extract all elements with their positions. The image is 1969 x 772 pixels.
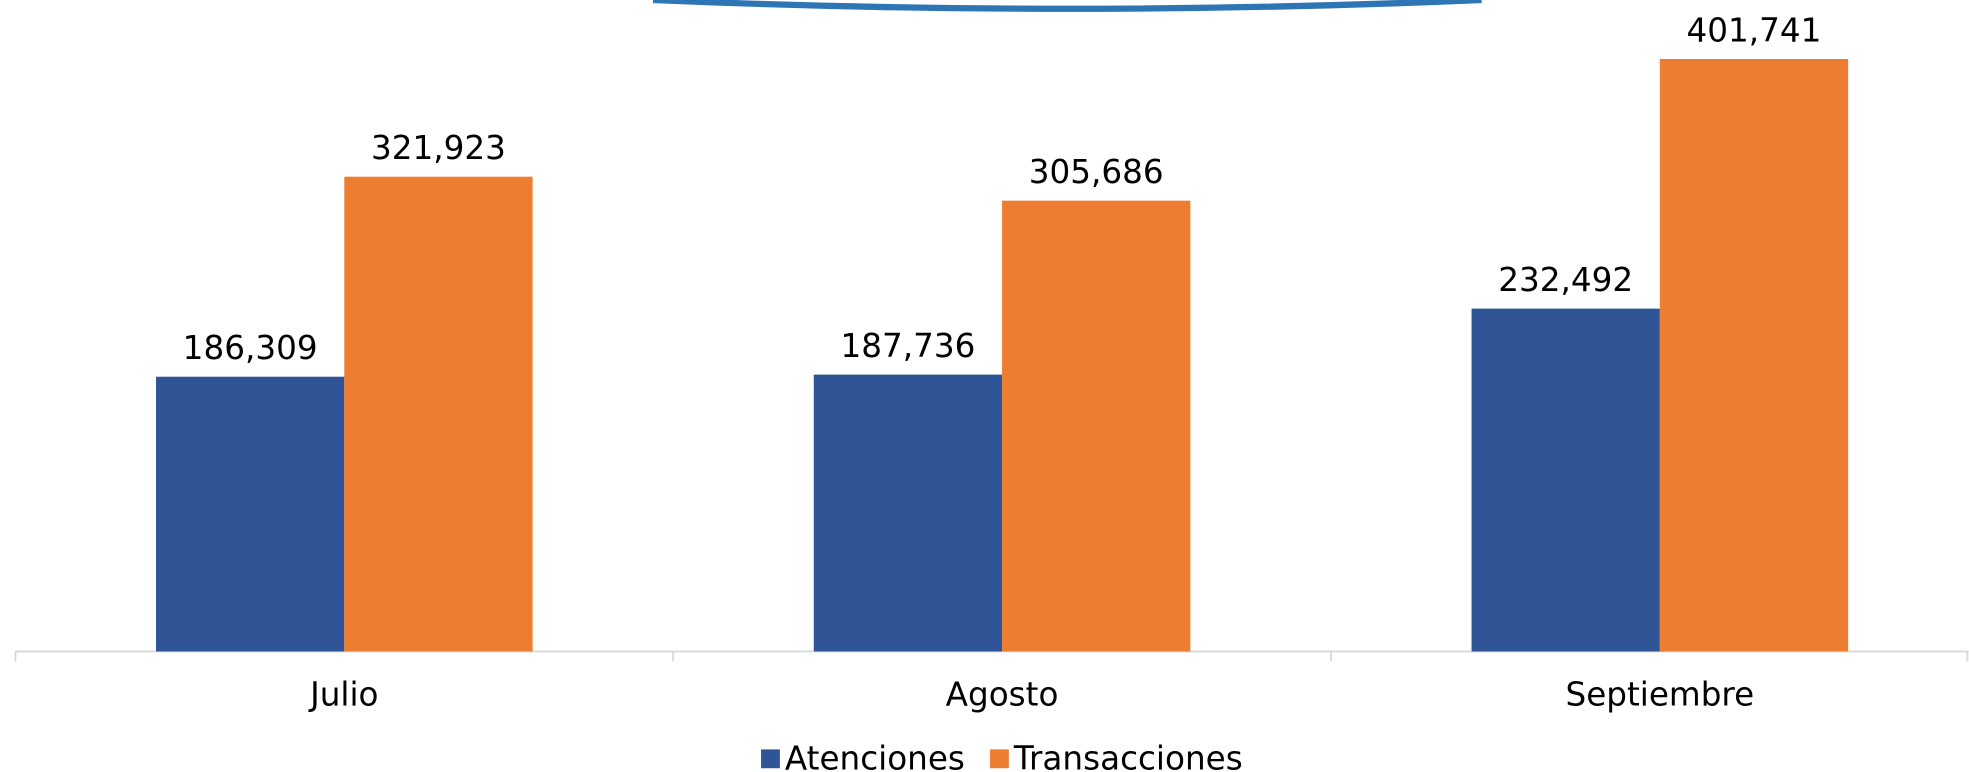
legend-label: Atenciones <box>785 739 965 772</box>
bar <box>344 176 533 652</box>
x-tick-label: Julio <box>308 675 378 713</box>
header-arc <box>652 0 1482 12</box>
bar <box>813 374 1003 652</box>
data-label: 232,492 <box>1498 261 1633 299</box>
x-tick-label: Septiembre <box>1565 675 1754 713</box>
data-label: 186,309 <box>183 329 318 367</box>
data-label: 305,686 <box>1029 153 1164 191</box>
data-label: 187,736 <box>840 327 975 365</box>
data-label: 321,923 <box>371 129 506 167</box>
bar <box>1471 308 1660 652</box>
data-label: 401,741 <box>1687 11 1822 49</box>
legend-label: Transacciones <box>1013 739 1243 772</box>
legend-swatch <box>990 749 1009 769</box>
bar <box>1002 200 1191 652</box>
bar <box>156 376 345 652</box>
bar <box>1659 58 1849 652</box>
x-tick-label: Agosto <box>946 675 1059 713</box>
legend-swatch <box>761 749 780 769</box>
